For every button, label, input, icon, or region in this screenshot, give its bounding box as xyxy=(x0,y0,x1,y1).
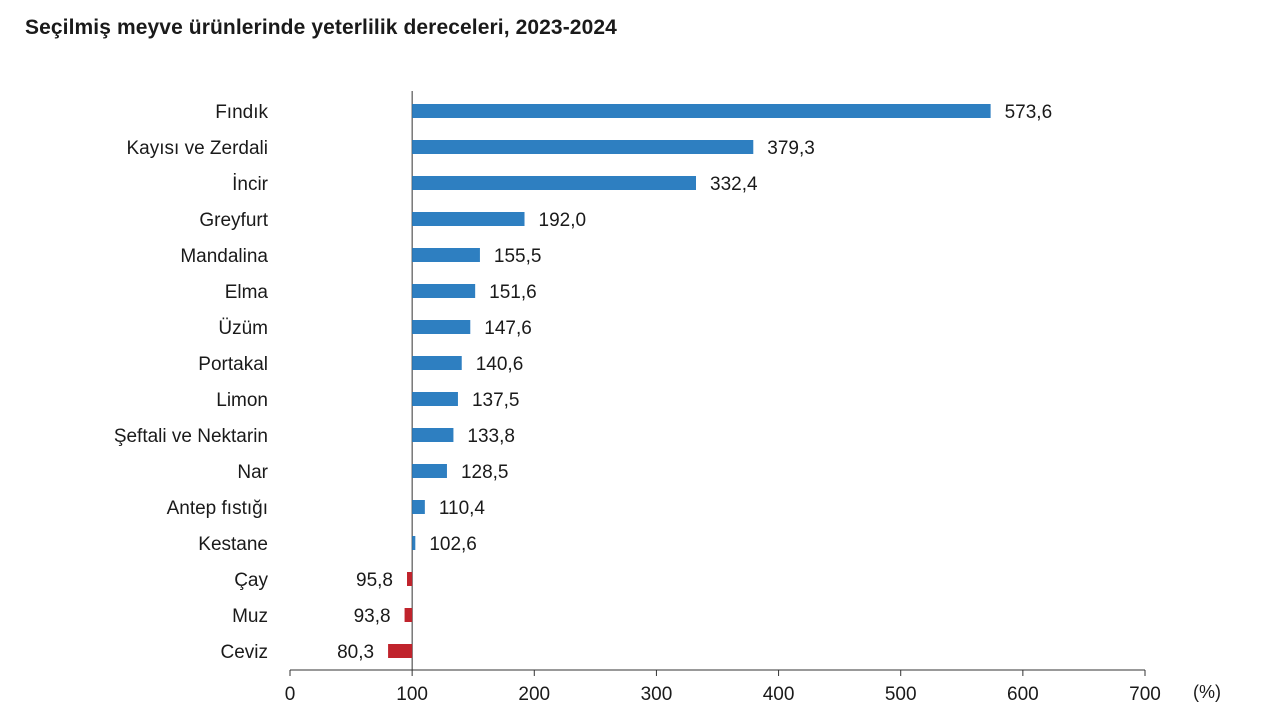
data-label: 140,6 xyxy=(476,354,524,375)
bar xyxy=(412,320,471,334)
bar xyxy=(407,572,413,586)
bar xyxy=(404,608,413,622)
category-label: Kestane xyxy=(198,534,268,555)
bar xyxy=(412,104,991,118)
data-label: 95,8 xyxy=(356,570,393,591)
data-label: 332,4 xyxy=(710,174,758,195)
bar xyxy=(412,284,476,298)
bar xyxy=(412,176,697,190)
category-label: Ceviz xyxy=(220,642,268,663)
bar xyxy=(412,428,454,442)
chart-title: Seçilmiş meyve ürünlerinde yeterlilik de… xyxy=(25,16,617,39)
x-tick-label: 100 xyxy=(396,684,428,705)
x-tick-label: 400 xyxy=(763,684,795,705)
x-axis-unit-label: (%) xyxy=(1193,682,1221,702)
bar xyxy=(412,464,447,478)
data-label: 137,5 xyxy=(472,390,520,411)
data-label: 110,4 xyxy=(439,498,486,519)
category-label: Üzüm xyxy=(218,318,268,339)
bar xyxy=(412,248,480,262)
data-label: 133,8 xyxy=(467,426,515,447)
data-label: 93,8 xyxy=(354,606,391,627)
x-tick-label: 700 xyxy=(1129,684,1161,705)
category-label: Mandalina xyxy=(180,246,268,267)
category-label: Portakal xyxy=(198,354,268,375)
data-label: 573,6 xyxy=(1005,102,1053,123)
data-label: 151,6 xyxy=(489,282,537,303)
bar xyxy=(412,536,416,550)
bar xyxy=(412,212,525,226)
category-label: Şeftali ve Nektarin xyxy=(114,426,268,447)
category-label: Limon xyxy=(216,390,268,411)
x-tick-label: 200 xyxy=(518,684,550,705)
category-label: Antep fıstığı xyxy=(167,498,268,519)
bar xyxy=(412,392,458,406)
x-tick-label: 0 xyxy=(285,684,296,705)
data-label: 102,6 xyxy=(429,534,477,555)
bar xyxy=(412,140,754,154)
category-label: Nar xyxy=(237,462,268,483)
data-label: 80,3 xyxy=(337,642,374,663)
x-tick-label: 300 xyxy=(641,684,673,705)
category-label: İncir xyxy=(232,174,269,195)
data-label: 147,6 xyxy=(484,318,532,339)
category-label: Çay xyxy=(234,570,268,591)
category-label: Muz xyxy=(232,606,268,627)
x-tick-label: 600 xyxy=(1007,684,1039,705)
category-label: Elma xyxy=(225,282,269,303)
bar xyxy=(412,356,462,370)
data-label: 155,5 xyxy=(494,246,542,267)
data-label: 128,5 xyxy=(461,462,509,483)
bar xyxy=(388,644,413,658)
category-label: Kayısı ve Zerdali xyxy=(127,138,269,159)
category-label: Greyfurt xyxy=(199,210,268,231)
x-tick-label: 500 xyxy=(885,684,917,705)
data-label: 379,3 xyxy=(767,138,815,159)
category-label: Fındık xyxy=(215,102,268,123)
bar xyxy=(412,500,425,514)
data-label: 192,0 xyxy=(539,210,587,231)
